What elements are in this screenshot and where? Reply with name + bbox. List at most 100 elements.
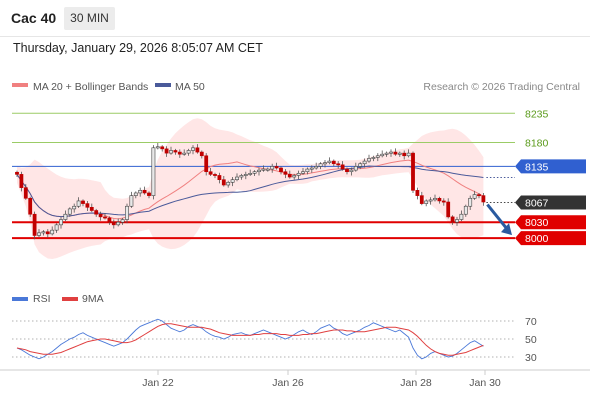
level-label-8180: 8180 — [525, 138, 549, 150]
candle — [296, 170, 301, 180]
candle — [270, 163, 275, 173]
rsi-ma-line — [16, 323, 484, 356]
candle — [155, 143, 160, 150]
candle — [76, 197, 81, 208]
candle-body — [349, 169, 354, 173]
ma50-legend-swatch — [155, 83, 171, 87]
level-label-8000: 8000 — [525, 233, 549, 245]
candle-body — [142, 190, 147, 194]
candle-body — [107, 217, 112, 223]
candle-body — [450, 216, 455, 223]
candle-body — [292, 175, 297, 178]
candle-body — [419, 195, 424, 204]
x-tick-label: Jan 28 — [400, 377, 432, 389]
candle-body — [182, 152, 187, 155]
chart-header: Cac 40 30 MIN — [0, 0, 590, 37]
candle-body — [230, 179, 235, 183]
candle — [230, 177, 235, 187]
timeframe-badge[interactable]: 30 MIN — [64, 7, 115, 30]
candle — [41, 230, 46, 236]
candle-body — [340, 164, 345, 170]
candle — [186, 148, 191, 156]
candle — [380, 150, 385, 158]
candle — [371, 155, 376, 162]
candle — [415, 187, 420, 200]
candle — [89, 203, 94, 213]
candle-body — [243, 174, 248, 176]
rsi-plot: 70 50 30 — [12, 316, 537, 364]
candle-body — [204, 155, 209, 173]
candle — [85, 200, 90, 212]
candle — [283, 169, 288, 179]
candle-body — [270, 166, 275, 170]
candle-body — [305, 168, 310, 173]
candle — [327, 157, 332, 165]
candle-body — [424, 200, 429, 204]
candle-body — [151, 147, 156, 196]
candle — [393, 148, 398, 156]
candle — [37, 229, 41, 238]
candle-body — [63, 213, 68, 220]
candle — [67, 207, 72, 217]
candle — [204, 153, 209, 176]
candle-body — [37, 232, 41, 236]
candle — [59, 216, 63, 229]
candle-body — [477, 194, 481, 197]
candle — [195, 144, 200, 154]
candle-body — [318, 163, 323, 167]
candle-body — [32, 213, 37, 236]
candle-body — [169, 150, 173, 154]
candle — [248, 169, 253, 176]
candle — [265, 167, 270, 172]
forecast-arrow-head — [501, 223, 512, 236]
candle — [45, 229, 50, 238]
candle-body — [221, 179, 226, 186]
candle-body — [213, 174, 217, 176]
candle-body — [186, 150, 191, 154]
candle-body — [481, 195, 486, 203]
candle-body — [248, 173, 253, 175]
level-label-8135: 8135 — [525, 161, 549, 173]
candle — [235, 173, 239, 182]
candle — [384, 151, 389, 157]
candle — [459, 210, 464, 222]
candle-body — [389, 151, 393, 154]
candle-body — [437, 197, 442, 202]
candle — [151, 145, 156, 200]
candle-body — [375, 155, 380, 158]
candle — [199, 150, 204, 159]
candle — [221, 175, 226, 187]
candle — [349, 167, 354, 176]
rsi-legend-swatch — [12, 297, 28, 301]
candle — [481, 192, 486, 206]
candle-body — [468, 197, 473, 207]
candle-body — [446, 201, 451, 218]
candle — [345, 167, 349, 175]
candle-body — [85, 203, 90, 208]
candle-body — [54, 224, 59, 231]
candle — [292, 173, 297, 180]
candle-body — [103, 216, 107, 219]
ma20-legend-swatch — [12, 83, 28, 87]
candle — [54, 223, 59, 233]
candle — [468, 195, 473, 210]
ma9-legend-swatch — [62, 297, 78, 301]
candle-body — [19, 174, 24, 188]
report-datetime: Thursday, January 29, 2026 8:05:07 AM CE… — [13, 41, 263, 55]
ma50-legend-label: MA 50 — [175, 81, 205, 93]
candle-body — [217, 175, 222, 180]
candle — [411, 151, 415, 193]
candle-body — [362, 160, 367, 165]
candle-body — [133, 192, 138, 196]
candle-body — [279, 167, 283, 173]
instrument-title: Cac 40 — [11, 10, 57, 26]
candle-body — [67, 208, 72, 215]
candle-body — [463, 205, 468, 215]
x-tick-label: Jan 22 — [142, 377, 174, 389]
price-plot: 8235 8180 8135 8030 8000 8067 — [12, 108, 586, 259]
candle-body — [138, 190, 143, 194]
candle-body — [265, 168, 270, 171]
candle — [472, 190, 477, 200]
candle — [191, 145, 195, 155]
